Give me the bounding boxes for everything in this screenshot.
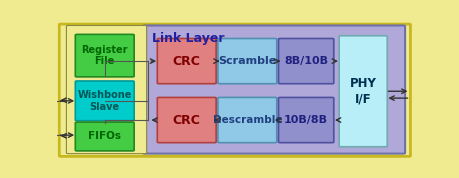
Text: Register
File: Register File xyxy=(81,45,128,66)
FancyBboxPatch shape xyxy=(59,24,409,156)
Text: FIFOs: FIFOs xyxy=(88,132,121,142)
Text: PHY
I/F: PHY I/F xyxy=(349,77,376,105)
Text: Link Layer: Link Layer xyxy=(151,32,224,45)
Text: Scramble: Scramble xyxy=(218,56,276,66)
FancyBboxPatch shape xyxy=(75,34,134,77)
Text: 8B/10B: 8B/10B xyxy=(284,56,327,66)
FancyBboxPatch shape xyxy=(66,25,146,154)
Text: CRC: CRC xyxy=(173,55,200,68)
FancyBboxPatch shape xyxy=(218,97,276,143)
FancyBboxPatch shape xyxy=(75,81,134,121)
FancyBboxPatch shape xyxy=(278,38,333,84)
FancyBboxPatch shape xyxy=(75,122,134,151)
FancyBboxPatch shape xyxy=(278,97,333,143)
FancyBboxPatch shape xyxy=(143,25,404,154)
Text: 10B/8B: 10B/8B xyxy=(284,115,327,125)
FancyBboxPatch shape xyxy=(157,38,216,84)
Text: Descramble: Descramble xyxy=(212,115,281,125)
FancyBboxPatch shape xyxy=(218,38,276,84)
Text: Wishbone
Slave: Wishbone Slave xyxy=(78,90,132,112)
Text: CRC: CRC xyxy=(173,114,200,127)
FancyBboxPatch shape xyxy=(338,36,386,147)
FancyBboxPatch shape xyxy=(157,97,216,143)
